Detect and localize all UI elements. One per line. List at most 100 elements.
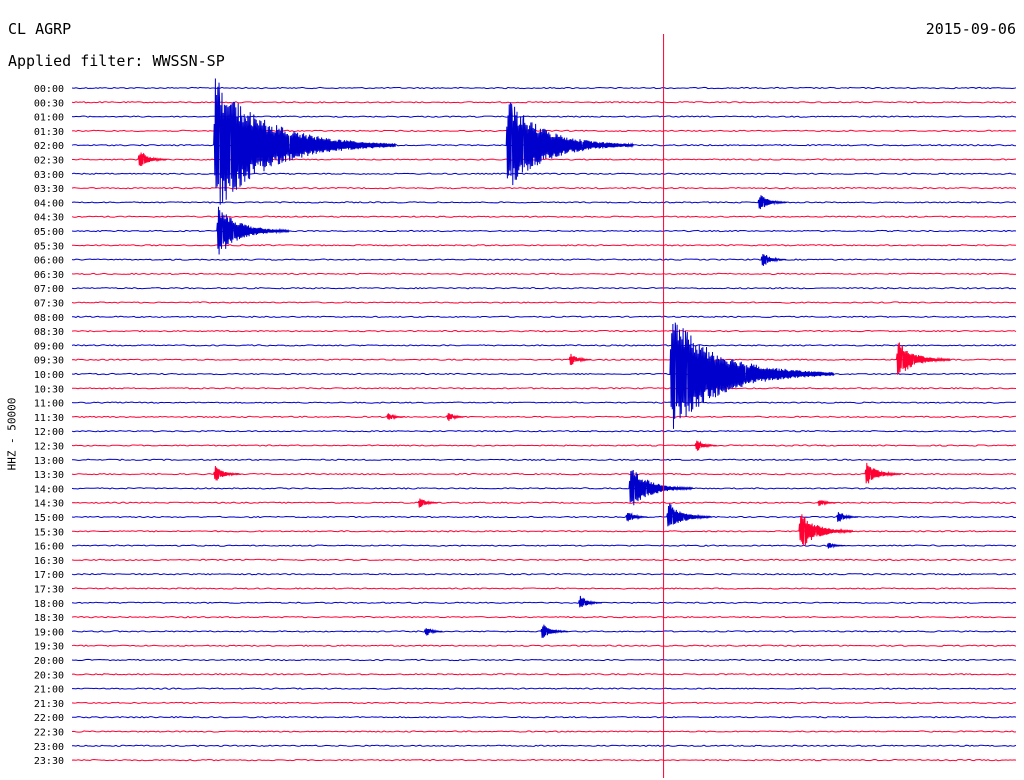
- seismic-event-6: [568, 353, 592, 366]
- row-time-label: 06:00: [34, 256, 64, 267]
- seismic-event-19: [836, 512, 859, 522]
- date-label: 2015-09-06: [925, 20, 1016, 38]
- row-time-label: 10:30: [34, 384, 64, 395]
- trace-row-21:30: [71, 701, 1017, 705]
- trace-row-16:30: [71, 558, 1017, 562]
- trace-row-18:30: [71, 615, 1017, 619]
- trace-row-18:00: [71, 601, 1017, 604]
- seismic-event-11: [694, 440, 717, 451]
- row-time-label: 03:30: [34, 184, 64, 195]
- seismic-event-9: [386, 413, 405, 421]
- seismic-event-16: [817, 499, 837, 506]
- row-time-label: 20:30: [34, 670, 64, 681]
- seismic-event-17: [625, 512, 648, 522]
- trace-row-01:00: [71, 115, 1017, 118]
- trace-rows: [71, 78, 1017, 762]
- trace-row-04:30: [71, 215, 1016, 218]
- seismic-event-7: [895, 342, 951, 375]
- row-time-label: 01:30: [34, 127, 64, 138]
- trace-row-03:00: [71, 172, 1017, 175]
- seismic-event-8: [669, 322, 835, 429]
- trace-row-20:00: [71, 658, 1017, 662]
- row-time-label: 19:30: [34, 642, 64, 653]
- trace-row-11:00: [71, 401, 1017, 404]
- trace-row-07:00: [71, 287, 1017, 290]
- row-time-label: 13:30: [34, 470, 64, 481]
- seismic-event-14: [628, 469, 694, 506]
- trace-row-11:30: [71, 415, 1017, 419]
- trace-row-19:30: [71, 644, 1017, 647]
- trace-row-14:30: [71, 501, 1017, 504]
- row-time-label: 05:00: [34, 227, 64, 238]
- row-time-label: 03:00: [34, 170, 64, 181]
- seismic-event-0: [213, 78, 396, 205]
- trace-row-00:30: [71, 101, 1017, 104]
- seismic-event-2: [137, 152, 168, 167]
- seismic-event-5: [760, 253, 787, 266]
- trace-row-20:30: [71, 673, 1017, 676]
- trace-row-21:00: [72, 687, 1017, 690]
- row-time-label: 08:00: [34, 313, 64, 324]
- row-time-label: 18:30: [34, 613, 64, 624]
- row-time-label: 16:30: [34, 556, 64, 567]
- seismic-event-3: [757, 195, 788, 210]
- row-time-label: 04:00: [34, 198, 64, 209]
- seismic-event-12: [213, 465, 241, 481]
- row-time-label: 16:00: [34, 542, 64, 553]
- row-time-label: 00:00: [34, 84, 64, 95]
- row-time-label: 21:00: [34, 685, 64, 696]
- row-time-label: 19:00: [34, 627, 64, 638]
- time-labels: 00:00 00:30 01:00 01:30 02:00 02:30 03:00 03:30…: [34, 84, 64, 767]
- trace-row-06:30: [71, 272, 1017, 276]
- row-time-label: 09:00: [34, 341, 64, 352]
- row-time-label: 23:00: [34, 742, 64, 753]
- seismic-event-20: [798, 514, 854, 546]
- row-time-label: 07:00: [34, 284, 64, 295]
- seismic-event-10: [446, 413, 465, 422]
- trace-row-16:00: [71, 544, 1017, 547]
- trace-row-09:30: [71, 358, 1017, 361]
- row-time-label: 07:30: [34, 299, 64, 310]
- row-time-label: 17:00: [34, 570, 64, 581]
- trace-row-13:00: [72, 458, 1017, 461]
- seismic-event-4: [216, 206, 290, 255]
- filter-label: Applied filter: WWSSN-SP: [8, 52, 225, 70]
- trace-row-14:00: [71, 487, 1017, 490]
- row-time-label: 20:00: [34, 656, 64, 667]
- row-time-label: 01:00: [34, 113, 64, 124]
- row-time-label: 02:00: [34, 141, 64, 152]
- row-time-label: 14:30: [34, 499, 64, 510]
- row-time-label: 23:30: [34, 756, 64, 767]
- seismic-event-15: [417, 498, 439, 508]
- row-time-label: 10:00: [34, 370, 64, 381]
- row-time-label: 11:00: [34, 399, 64, 410]
- trace-row-06:00: [71, 258, 1017, 261]
- trace-row-22:00: [71, 716, 1017, 719]
- seismic-event-23: [423, 628, 443, 636]
- trace-row-12:00: [71, 430, 1017, 433]
- trace-row-05:00: [71, 229, 1017, 233]
- seismic-event-21: [826, 542, 846, 549]
- trace-row-08:00: [72, 315, 1017, 318]
- trace-row-22:30: [71, 730, 1017, 733]
- seismic-event-1: [505, 102, 634, 186]
- row-time-label: 15:30: [34, 527, 64, 538]
- row-time-label: 22:00: [34, 713, 64, 724]
- trace-row-10:30: [71, 387, 1017, 390]
- trace-row-23:00: [72, 744, 1017, 747]
- row-time-label: 06:30: [34, 270, 64, 281]
- trace-row-17:30: [71, 587, 1017, 590]
- row-time-label: 15:00: [34, 513, 64, 524]
- station-label: CL AGRP: [8, 20, 72, 38]
- trace-row-12:30: [71, 444, 1017, 447]
- row-time-label: 17:30: [34, 585, 64, 596]
- row-time-label: 11:30: [34, 413, 64, 424]
- row-time-label: 05:30: [34, 241, 64, 252]
- seismic-event-13: [864, 462, 902, 484]
- trace-row-15:30: [71, 530, 1017, 533]
- trace-row-17:00: [71, 573, 1017, 576]
- row-time-label: 21:30: [34, 699, 64, 710]
- seismic-event-18: [666, 503, 713, 527]
- trace-row-23:30: [71, 758, 1017, 762]
